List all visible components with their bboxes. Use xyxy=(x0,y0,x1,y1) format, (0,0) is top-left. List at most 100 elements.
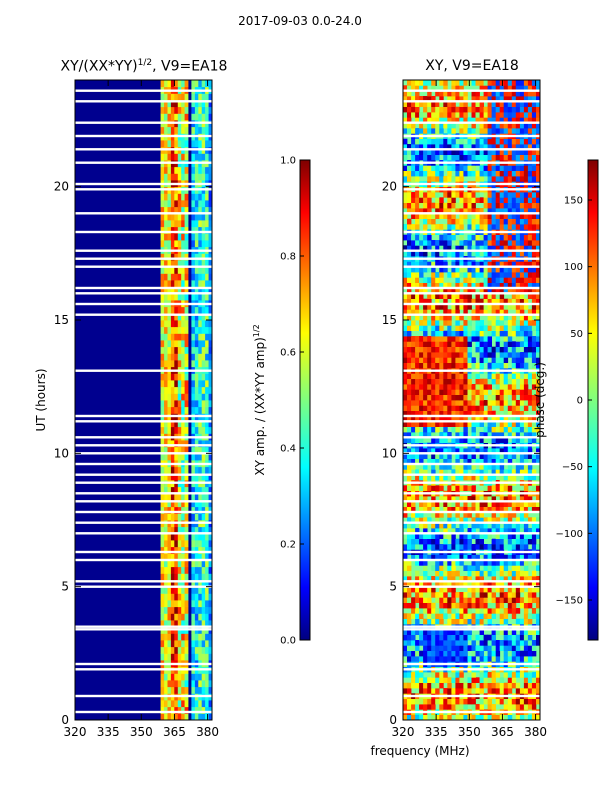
right-heatmap-cell xyxy=(411,122,416,129)
right-heatmap-cell xyxy=(411,192,416,198)
right-heatmap-cell xyxy=(431,608,436,614)
right-heatmap-cell xyxy=(536,426,540,433)
left-heatmap-cell xyxy=(174,593,179,601)
right-heatmap-cell xyxy=(419,672,424,678)
right-heatmap-cell xyxy=(536,90,540,97)
right-heatmap-cell xyxy=(507,528,513,534)
right-heatmap-cell xyxy=(467,538,472,545)
right-heatmap-cell xyxy=(483,112,488,118)
right-heatmap-cell xyxy=(519,330,525,337)
right-heatmap-cell xyxy=(443,282,448,289)
left-heatmap-cell xyxy=(181,306,185,314)
right-heatmap-cell xyxy=(471,336,476,342)
left-heatmap-cell xyxy=(191,633,196,641)
right-heatmap-cell xyxy=(443,592,448,598)
left-heatmap-cell xyxy=(194,280,199,288)
right-heatmap-cell xyxy=(463,581,468,587)
right-heatmap-cell xyxy=(531,85,537,91)
right-heatmap-cell xyxy=(523,330,529,337)
right-heatmap-cell xyxy=(455,400,460,406)
left-heatmap-cell xyxy=(205,140,209,148)
right-heatmap-cell xyxy=(527,272,533,278)
right-heatmap-cell xyxy=(451,352,456,358)
right-heatmap-cell xyxy=(447,400,452,406)
right-heatmap-cell xyxy=(451,602,456,609)
right-heatmap-cell xyxy=(515,410,521,417)
left-axes-frame xyxy=(74,79,213,721)
right-heatmap-cell xyxy=(503,698,509,705)
left-heatmap-cell xyxy=(205,713,209,720)
left-heatmap-cell xyxy=(191,640,196,648)
right-heatmap-cell xyxy=(415,293,420,299)
right-heatmap-cell xyxy=(487,405,492,411)
right-heatmap-cell xyxy=(495,117,501,123)
right-heatmap-cell xyxy=(407,298,412,305)
left-heatmap-cell xyxy=(191,333,196,341)
right-heatmap-cell xyxy=(407,581,412,587)
right-heatmap-cell xyxy=(411,261,416,267)
right-heatmap-cell xyxy=(471,218,476,225)
right-heatmap-cell xyxy=(443,464,448,470)
left-heatmap-cell xyxy=(181,340,185,348)
right-heatmap-cell xyxy=(463,416,468,422)
right-heatmap-cell xyxy=(471,560,476,566)
right-heatmap-cell xyxy=(467,144,472,150)
left-heatmap-cell xyxy=(164,566,168,574)
right-heatmap-cell xyxy=(455,208,460,214)
right-heatmap-cell xyxy=(463,122,468,129)
right-heatmap-cell xyxy=(407,330,412,337)
right-heatmap-cell xyxy=(531,101,537,107)
right-heatmap-cell xyxy=(475,576,480,582)
right-heatmap-cell xyxy=(503,192,509,198)
right-heatmap-cell xyxy=(415,197,420,203)
right-heatmap-cell xyxy=(523,170,529,177)
right-heatmap-cell xyxy=(499,234,505,241)
left-heatmap-cell xyxy=(198,446,203,454)
right-heatmap-cell xyxy=(491,448,496,454)
right-heatmap-cell xyxy=(479,501,484,507)
right-heatmap-cell xyxy=(407,266,412,273)
right-heatmap-cell xyxy=(459,554,464,561)
right-heatmap-cell xyxy=(503,122,509,129)
right-heatmap-cell xyxy=(463,544,468,550)
right-heatmap-cell xyxy=(527,213,533,219)
left-heatmap-cell xyxy=(201,320,206,328)
left-heatmap-cell xyxy=(160,506,165,514)
left-heatmap-cell xyxy=(198,320,203,328)
right-heatmap-cell xyxy=(403,250,408,257)
left-heatmap-cell xyxy=(184,360,189,368)
right-heatmap-cell xyxy=(515,389,521,395)
right-heatmap-cell xyxy=(415,154,420,161)
left-heatmap-cell xyxy=(164,593,168,601)
right-heatmap-cell xyxy=(519,309,525,315)
left-heatmap-cell xyxy=(174,226,179,234)
right-heatmap-cell xyxy=(415,405,420,411)
right-heatmap-cell xyxy=(459,293,464,299)
right-heatmap-cell xyxy=(435,277,440,283)
right-heatmap-cell xyxy=(483,85,488,91)
left-heatmap-cell xyxy=(205,320,209,328)
right-heatmap-cell xyxy=(523,474,529,481)
right-heatmap-cell xyxy=(503,101,509,107)
right-heatmap-cell xyxy=(507,96,513,102)
right-heatmap-cell xyxy=(431,96,436,102)
left-heatmap-cell xyxy=(201,553,206,561)
left-heatmap-cell xyxy=(184,640,189,648)
right-heatmap-cell xyxy=(507,304,513,310)
right-heatmap-cell xyxy=(491,218,496,225)
right-heatmap-cell xyxy=(499,405,505,411)
left-heatmap-cell xyxy=(184,446,189,454)
right-heatmap-cell xyxy=(463,330,468,337)
right-heatmap-cell xyxy=(471,80,476,86)
right-heatmap-cell xyxy=(523,144,529,150)
right-heatmap-cell xyxy=(471,309,476,315)
right-heatmap-cell xyxy=(515,656,521,662)
right-heatmap-cell xyxy=(487,330,492,337)
right-heatmap-cell xyxy=(403,618,408,625)
left-heatmap-cell xyxy=(201,400,206,408)
right-heatmap-cell xyxy=(487,650,492,657)
right-heatmap-cell xyxy=(479,613,484,619)
right-heatmap-cell xyxy=(515,112,521,118)
left-heatmap-cell xyxy=(174,486,179,494)
right-heatmap-cell xyxy=(435,650,440,657)
